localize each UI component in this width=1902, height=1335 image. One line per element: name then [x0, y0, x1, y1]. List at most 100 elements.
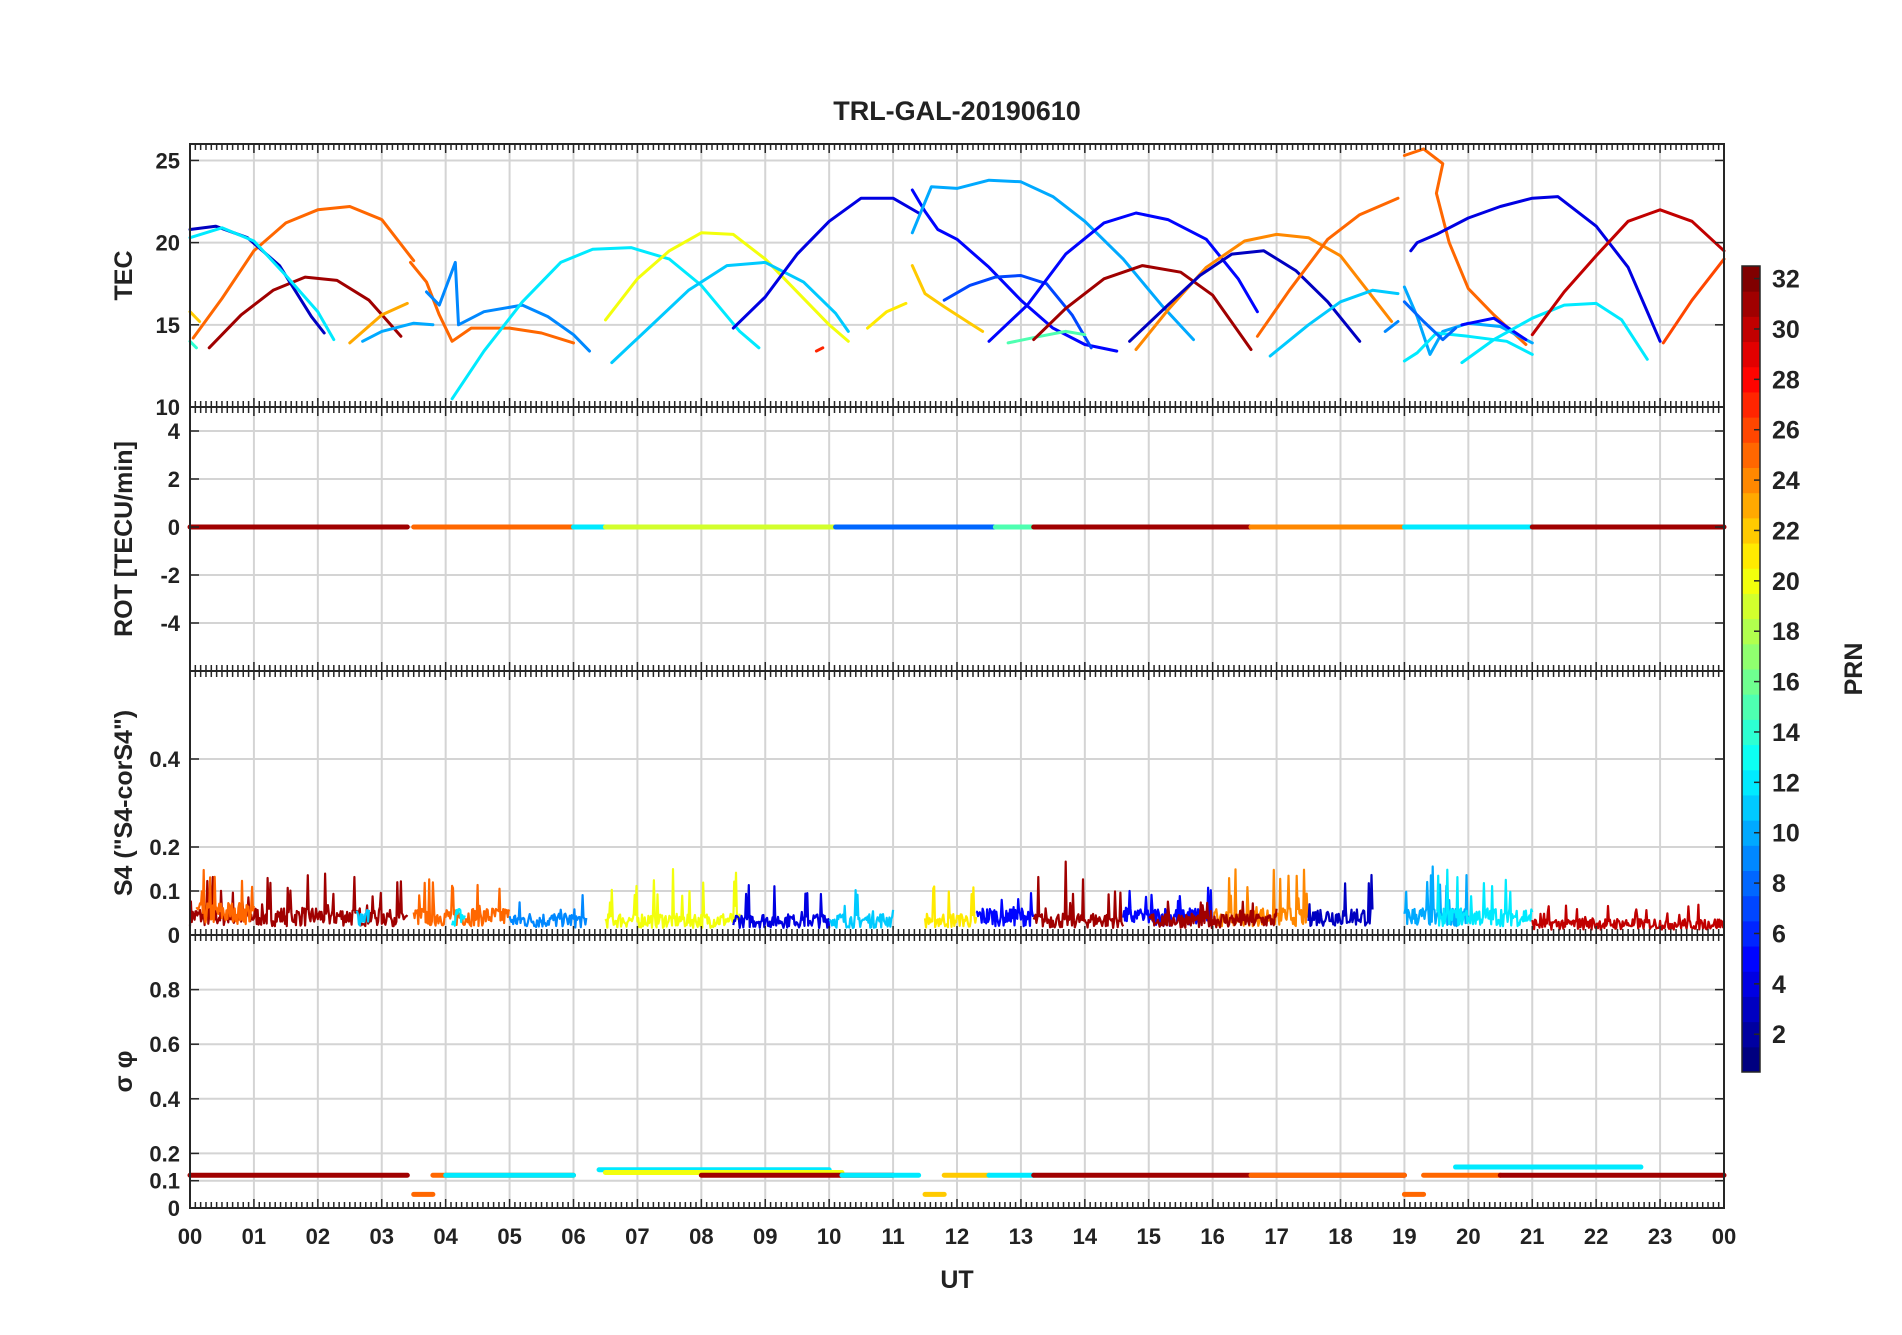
colorbar-tick-label: 16 [1772, 669, 1800, 697]
colorbar-swatch [1742, 719, 1760, 746]
tec-series-line [188, 339, 198, 350]
colorbar-swatch [1742, 694, 1760, 720]
x-tick-label: 19 [1392, 1224, 1416, 1249]
x-tick-label: 23 [1648, 1224, 1672, 1249]
tec-series-line [188, 226, 336, 342]
s4-series-line [1211, 868, 1310, 928]
tec-series-line [409, 260, 575, 345]
colorbar-tick-label: 32 [1772, 266, 1800, 294]
colorbar-tick-label: 18 [1772, 618, 1800, 646]
colorbar-swatch [1742, 618, 1760, 645]
tec-series-line [1032, 264, 1253, 351]
y-axis-label: TEC [110, 251, 138, 301]
colorbar-swatch [1742, 920, 1760, 947]
colorbar-label: PRN [1840, 643, 1868, 696]
x-tick-label: 05 [497, 1224, 521, 1249]
x-tick-label: 02 [306, 1224, 330, 1249]
tec-series-line [814, 346, 825, 353]
tec-series-line [1460, 301, 1649, 365]
colorbar-tick-label: 28 [1772, 366, 1800, 394]
panel-sigma_phi: 00.1 0.2 0.4 0.6 0.8 σ φ [110, 934, 1727, 1221]
colorbar-swatch [1742, 341, 1760, 368]
tec-series-line [604, 231, 850, 343]
panel-tec-data [188, 147, 1726, 401]
tec-series-line [1268, 288, 1400, 358]
s4-series-line [828, 888, 895, 930]
colorbar-swatch [1742, 316, 1760, 343]
tec-series-line [1460, 316, 1528, 342]
y-axis-label: ROT [TECU/min] [110, 441, 138, 637]
colorbar-tick-label: 24 [1772, 467, 1800, 495]
s4-series-line [508, 893, 588, 929]
colorbar-swatch [1742, 568, 1760, 594]
s4-series-line [732, 883, 831, 930]
tec-series-line [207, 275, 403, 350]
panel-sigma_phi-data [187, 1164, 1727, 1197]
s4-series-line [923, 885, 978, 929]
y-tick-label: 0.1 [149, 1169, 180, 1194]
y-tick-label: 0.6 [149, 1032, 180, 1057]
colorbar-swatch [1742, 442, 1760, 468]
tec-series-line [942, 274, 1093, 350]
s4-series-line [1307, 873, 1374, 928]
colorbar-swatch [1742, 971, 1760, 997]
y-tick-label: 0.2 [149, 835, 180, 860]
tec-series-line [1402, 300, 1458, 342]
colorbar-swatch [1742, 643, 1760, 670]
x-tick-label: 12 [945, 1224, 969, 1249]
x-tick-label: 07 [625, 1224, 649, 1249]
tec-series-line [188, 310, 202, 323]
y-tick-label: 4 [168, 419, 181, 444]
panel-s4-data [188, 860, 1726, 931]
x-tick-label: 22 [1584, 1224, 1608, 1249]
tec-series-line [425, 260, 591, 353]
y-tick-label: -2 [160, 563, 180, 588]
chart-title: TRL-GAL-20190610 [833, 96, 1081, 126]
s4-series-line [975, 891, 1035, 928]
colorbar-swatch [1742, 996, 1760, 1023]
panel-rot: -4 -2 0 2 4 ROT [TECU/min] [110, 406, 1727, 672]
tec-series-line [1128, 249, 1362, 343]
y-axis-label: σ φ [110, 1051, 138, 1093]
colorbar-swatch [1742, 492, 1760, 519]
x-tick-label: 09 [753, 1224, 777, 1249]
x-tick-label: 21 [1520, 1224, 1544, 1249]
panel-sigma_phi-ticks [189, 935, 1725, 1208]
x-tick-label: 04 [433, 1224, 458, 1249]
tec-series-line [191, 205, 416, 340]
colorbar-tick-label: 6 [1772, 920, 1786, 948]
colorbar-swatch [1742, 845, 1760, 871]
y-tick-label: 0.1 [149, 879, 180, 904]
tec-series-line [450, 246, 761, 401]
colorbar-tick-label: 8 [1772, 870, 1786, 898]
tec-series-line [910, 264, 985, 333]
tec-series-line [361, 321, 435, 343]
colorbar-tick-label: 14 [1772, 719, 1800, 747]
colorbar-swatch [1742, 517, 1760, 544]
colorbar-swatch [1742, 946, 1760, 972]
colorbar-swatch [1742, 366, 1760, 393]
y-tick-label: 0 [168, 1196, 180, 1221]
colorbar-swatch [1742, 895, 1760, 922]
x-tick-label: 18 [1328, 1224, 1352, 1249]
s4-series-line [1032, 860, 1125, 930]
y-tick-label: 0.4 [149, 747, 180, 772]
panel-tec-ticks [189, 144, 1725, 407]
y-tick-label: 20 [156, 231, 180, 256]
colorbar-swatch [1742, 417, 1760, 443]
colorbar-tick-label: 12 [1772, 769, 1800, 797]
tec-series-line [910, 178, 1195, 342]
y-tick-label: -4 [160, 611, 180, 636]
s4-series-line [1531, 903, 1726, 931]
colorbar-swatch [1742, 669, 1760, 695]
x-tick-label: 08 [689, 1224, 713, 1249]
x-tick-label: 11 [881, 1224, 904, 1249]
x-tick-label: 00 [178, 1224, 202, 1249]
colorbar-swatch [1742, 467, 1760, 494]
x-tick-label: 20 [1456, 1224, 1480, 1249]
y-tick-label: 15 [156, 313, 180, 338]
s4-series-line [604, 867, 741, 930]
x-tick-label: 01 [242, 1224, 266, 1249]
